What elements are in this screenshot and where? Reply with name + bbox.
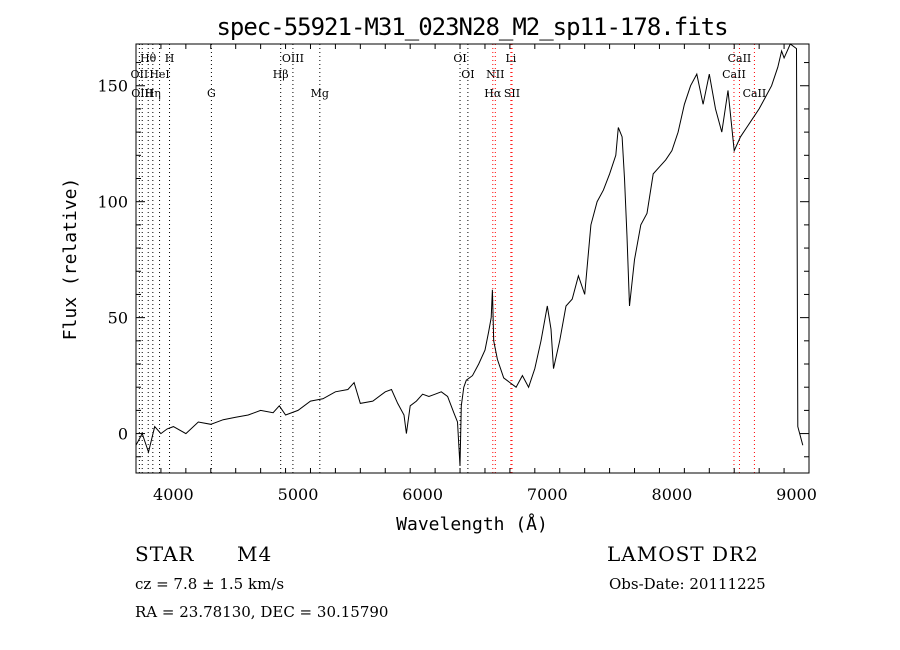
observation-date: Obs-Date: 20111225 <box>609 575 766 593</box>
spectral-line-label: NII <box>486 68 504 81</box>
x-tick-label: 4000 <box>153 485 194 504</box>
y-tick-label: 0 <box>118 425 128 444</box>
spectral-line-label: CaII <box>722 68 746 81</box>
y-axis: 0 50 100 150 <box>97 62 809 458</box>
spectral-line-label: Hθ <box>140 52 157 65</box>
spectral-line-label: Mg <box>311 87 329 100</box>
object-class: STAR <box>135 542 195 566</box>
spectral-line-label: OIII <box>131 87 153 100</box>
x-tick-label: 5000 <box>278 485 319 504</box>
y-tick-label: 100 <box>97 193 128 212</box>
spectral-line-label: HeI <box>149 68 169 81</box>
coordinates: RA = 23.78130, DEC = 30.15790 <box>135 603 389 621</box>
spectral-line-label: Hβ <box>273 68 289 81</box>
x-tick-label: 9000 <box>776 485 817 504</box>
object-subclass: M4 <box>237 542 273 566</box>
x-axis: 4000 5000 6000 7000 8000 9000 <box>135 44 817 504</box>
plot-frame <box>135 43 810 474</box>
spectral-line-label: Hη <box>145 87 161 100</box>
x-tick-label: 7000 <box>527 485 568 504</box>
spectral-line-label: OII <box>131 68 149 81</box>
y-tick-label: 50 <box>108 309 128 328</box>
spectral-line-label: H <box>165 52 175 65</box>
spectral-line-label: G <box>207 87 216 100</box>
spectral-line-label: Li <box>505 52 516 65</box>
x-tick-label: 6000 <box>402 485 443 504</box>
x-axis-label: Wavelength (Å) <box>396 513 548 535</box>
chart-title: spec-55921-M31_023N28_M2_sp11-178.fits <box>216 13 727 41</box>
spectrum-line <box>135 43 804 467</box>
x-tick-label: 8000 <box>652 485 693 504</box>
spectral-line-label: OI <box>453 52 466 65</box>
spectral-line-label: SII <box>504 87 520 100</box>
spectral-line-label: OI <box>461 68 474 81</box>
spectral-line-label: OIII <box>282 52 304 65</box>
spectral-line-label: Hα <box>484 87 502 100</box>
spectrum-series <box>135 43 804 467</box>
survey-name: LAMOST DR2 <box>607 542 759 566</box>
y-tick-label: 150 <box>97 77 128 96</box>
spectral-line-label: CaII <box>728 52 752 65</box>
redshift-cz: cz = 7.8 ± 1.5 km/s <box>135 575 285 593</box>
y-axis-label: Flux (relative) <box>60 178 81 341</box>
spectral-line-label: CaII <box>743 87 767 100</box>
